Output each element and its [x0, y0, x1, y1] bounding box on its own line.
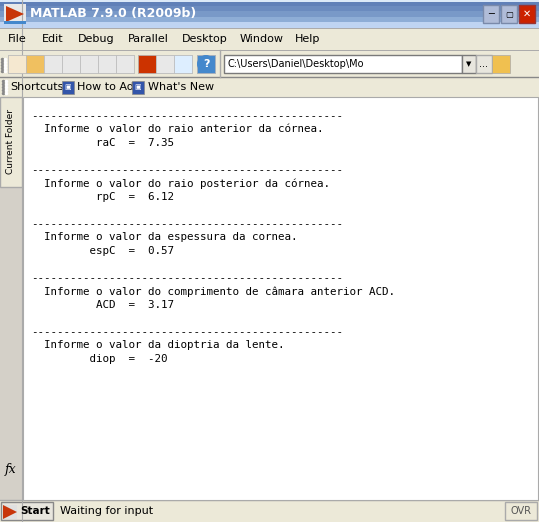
Text: Edit: Edit [42, 34, 64, 44]
Text: OVR: OVR [510, 506, 531, 516]
Bar [4, 4, 26, 24]
Bar [156, 55, 174, 73]
Text: espC  =  0.57: espC = 0.57 [31, 246, 174, 256]
Bar [0, 50, 539, 77]
Text: Informe o valor do comprimento de câmara anterior ACD.: Informe o valor do comprimento de câmara… [31, 287, 395, 297]
Text: Start: Start [20, 506, 50, 516]
Text: How to Add: How to Add [77, 82, 141, 92]
Bar [62, 55, 80, 73]
Text: Informe o valor do raio anterior da córnea.: Informe o valor do raio anterior da córn… [31, 125, 323, 135]
Text: What's New: What's New [148, 82, 214, 92]
Bar [62, 81, 74, 94]
Bar [8, 55, 26, 73]
Text: Shortcuts: Shortcuts [10, 82, 64, 92]
Bar [156, 55, 174, 73]
Text: Informe o valor da espessura da cornea.: Informe o valor da espessura da cornea. [31, 232, 298, 243]
Bar [8, 55, 26, 73]
Bar [224, 55, 462, 73]
Text: ▢: ▢ [505, 9, 513, 18]
Bar [174, 55, 192, 73]
Bar [138, 55, 156, 73]
Bar [26, 55, 44, 73]
Text: ------------------------------------------------: ----------------------------------------… [31, 273, 343, 283]
Text: ------------------------------------------------: ----------------------------------------… [31, 111, 343, 121]
Text: ------------------------------------------------: ----------------------------------------… [31, 327, 343, 337]
Text: ▣: ▣ [135, 84, 141, 90]
Text: File: File [8, 34, 27, 44]
Text: ▣: ▣ [65, 84, 71, 90]
Bar [492, 55, 510, 73]
Text: C:\Users\Daniel\Desktop\Mo: C:\Users\Daniel\Desktop\Mo [227, 59, 363, 69]
Bar [138, 55, 156, 73]
Text: ------------------------------------------------: ----------------------------------------… [31, 165, 343, 175]
Bar [0, 97, 22, 187]
Text: Desktop: Desktop [182, 34, 228, 44]
Bar [1, 502, 53, 520]
Bar [462, 55, 476, 73]
Bar [0, 77, 539, 97]
Bar [132, 81, 144, 94]
Bar [98, 55, 116, 73]
Text: Informe o valor da dioptria da lente.: Informe o valor da dioptria da lente. [31, 340, 285, 350]
Bar [0, 500, 539, 522]
Text: fx: fx [5, 464, 17, 477]
Bar [98, 55, 116, 73]
Bar [26, 55, 44, 73]
Bar [483, 5, 499, 23]
Polygon shape [6, 6, 24, 22]
Text: MATLAB 7.9.0 (R2009b): MATLAB 7.9.0 (R2009b) [30, 7, 196, 20]
Text: ─: ─ [488, 9, 494, 19]
Text: ✕: ✕ [523, 9, 531, 19]
Bar [23, 97, 538, 500]
Bar [174, 55, 192, 73]
Bar [519, 5, 535, 23]
Bar [4, 21, 26, 24]
Bar [22, 97, 539, 500]
Text: Help: Help [295, 34, 320, 44]
Text: Debug: Debug [78, 34, 115, 44]
Bar [0, 16, 539, 22]
Bar [62, 55, 80, 73]
Text: Window: Window [240, 34, 284, 44]
Text: ▼: ▼ [466, 61, 472, 67]
Text: Current Folder: Current Folder [6, 110, 16, 174]
Bar [0, 28, 539, 50]
Text: ACD  =  3.17: ACD = 3.17 [31, 300, 174, 310]
Text: rpC  =  6.12: rpC = 6.12 [31, 192, 174, 202]
Bar [476, 55, 492, 73]
Text: ------------------------------------------------: ----------------------------------------… [31, 219, 343, 229]
Bar [0, 22, 539, 28]
Bar [23, 97, 538, 500]
Bar [197, 55, 215, 73]
Bar [116, 55, 134, 73]
Polygon shape [3, 505, 17, 519]
Text: ...: ... [480, 59, 488, 69]
Bar [0, 0, 539, 6]
Bar [3, 505, 17, 519]
Bar [44, 55, 62, 73]
Bar [80, 55, 98, 73]
Bar [0, 5, 539, 11]
Bar [505, 502, 537, 520]
Bar [80, 55, 98, 73]
Text: Parallel: Parallel [128, 34, 169, 44]
Bar [197, 55, 215, 73]
Bar [116, 55, 134, 73]
Text: ?: ? [203, 59, 209, 69]
Text: Informe o valor do raio posterior da córnea.: Informe o valor do raio posterior da cór… [31, 179, 330, 189]
Bar [0, 0, 539, 2]
Bar [0, 97, 22, 500]
Text: raC  =  7.35: raC = 7.35 [31, 138, 174, 148]
Text: Waiting for input: Waiting for input [60, 506, 153, 516]
Bar [44, 55, 62, 73]
Bar [0, 10, 539, 17]
Circle shape [197, 55, 215, 73]
Text: diop  =  -20: diop = -20 [31, 354, 168, 364]
Bar [501, 5, 517, 23]
